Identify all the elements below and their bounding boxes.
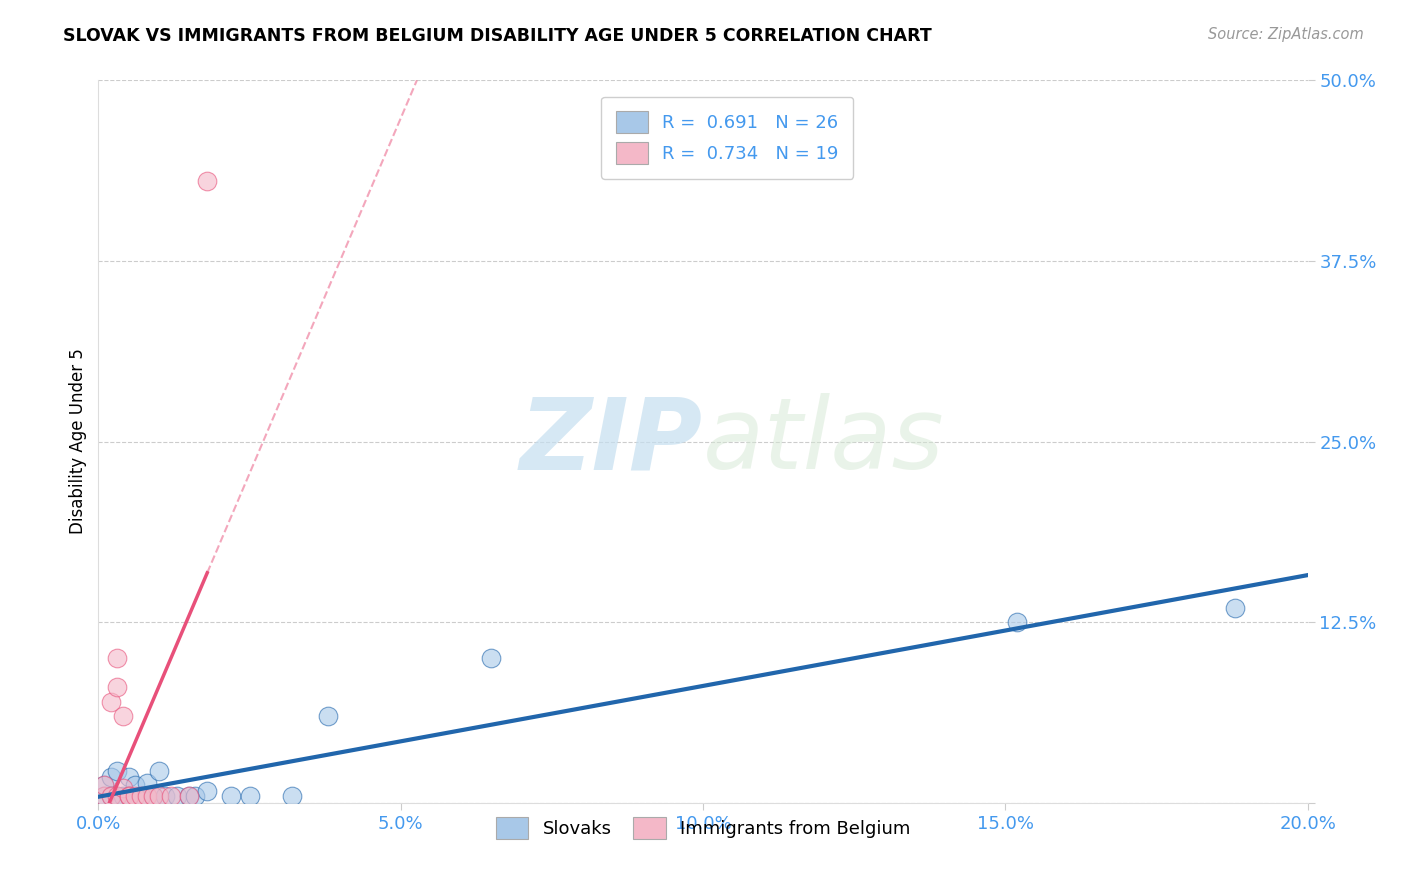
- Point: [142, 789, 165, 803]
- Point: [142, 789, 165, 803]
- Point: [93, 789, 115, 803]
- Point: [118, 770, 141, 784]
- Point: [148, 789, 170, 803]
- Point: [100, 789, 122, 803]
- Point: [179, 789, 201, 803]
- Point: [195, 784, 218, 798]
- Point: [105, 789, 128, 803]
- Point: [1007, 615, 1029, 630]
- Text: Source: ZipAtlas.com: Source: ZipAtlas.com: [1208, 27, 1364, 42]
- Point: [148, 764, 170, 778]
- Point: [105, 789, 128, 803]
- Text: ZIP: ZIP: [520, 393, 703, 490]
- Point: [166, 789, 188, 803]
- Text: SLOVAK VS IMMIGRANTS FROM BELGIUM DISABILITY AGE UNDER 5 CORRELATION CHART: SLOVAK VS IMMIGRANTS FROM BELGIUM DISABI…: [63, 27, 932, 45]
- Point: [129, 789, 152, 803]
- Point: [1223, 600, 1246, 615]
- Point: [481, 651, 503, 665]
- Point: [124, 789, 146, 803]
- Point: [195, 174, 218, 188]
- Point: [118, 789, 141, 803]
- Point: [100, 789, 122, 803]
- Point: [93, 789, 115, 803]
- Y-axis label: Disability Age Under 5: Disability Age Under 5: [69, 349, 87, 534]
- Point: [281, 789, 304, 803]
- Point: [153, 789, 176, 803]
- Legend: Slovaks, Immigrants from Belgium: Slovaks, Immigrants from Belgium: [486, 808, 920, 848]
- Point: [221, 789, 243, 803]
- Point: [100, 770, 122, 784]
- Point: [129, 789, 152, 803]
- Point: [160, 789, 183, 803]
- Point: [124, 779, 146, 793]
- Point: [111, 781, 134, 796]
- Point: [179, 789, 201, 803]
- Point: [105, 680, 128, 694]
- Point: [93, 779, 115, 793]
- Point: [316, 709, 339, 723]
- Point: [105, 764, 128, 778]
- Point: [111, 789, 134, 803]
- Point: [93, 779, 115, 793]
- Point: [118, 789, 141, 803]
- Point: [135, 789, 157, 803]
- Text: atlas: atlas: [703, 393, 945, 490]
- Point: [135, 775, 157, 789]
- Point: [184, 789, 207, 803]
- Point: [118, 789, 141, 803]
- Point: [105, 651, 128, 665]
- Point: [111, 709, 134, 723]
- Point: [239, 789, 262, 803]
- Point: [100, 695, 122, 709]
